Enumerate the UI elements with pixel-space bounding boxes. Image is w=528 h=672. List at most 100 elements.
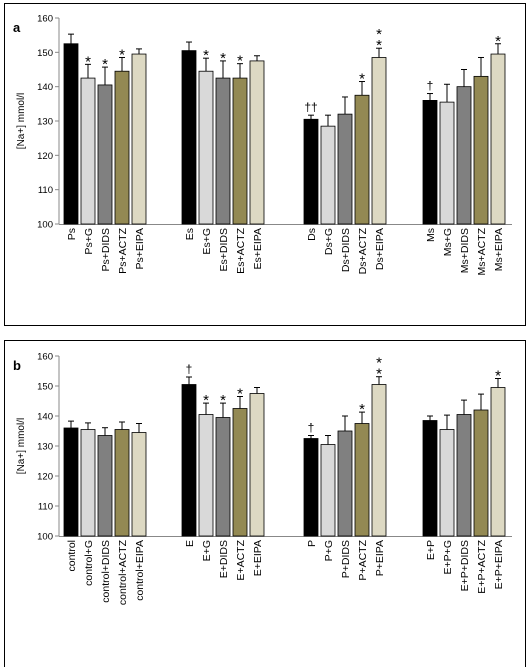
category-label: Es+EIPA bbox=[252, 228, 264, 270]
significance-asterisk: * bbox=[376, 37, 382, 54]
significance-asterisk: * bbox=[203, 392, 209, 409]
bar bbox=[473, 409, 489, 537]
category-label: Ps+ACTZ bbox=[117, 227, 129, 273]
bar bbox=[422, 420, 438, 537]
category-label: E+ACTZ bbox=[235, 539, 247, 580]
y-tick-label: 160 bbox=[37, 352, 53, 363]
category-label: Ds+ACTZ bbox=[357, 227, 369, 274]
significance-asterisk: * bbox=[203, 47, 209, 64]
category-label: control+ACTZ bbox=[117, 539, 129, 605]
category-label: E bbox=[184, 540, 196, 547]
panel-label: b bbox=[13, 358, 21, 373]
bar bbox=[181, 384, 197, 537]
y-tick-label: 150 bbox=[37, 382, 53, 393]
y-tick-label: 140 bbox=[37, 82, 53, 93]
significance-asterisk: * bbox=[495, 368, 501, 385]
bar bbox=[303, 118, 319, 225]
category-label: Ms+ACTZ bbox=[476, 227, 488, 275]
y-tick-label: 120 bbox=[37, 151, 53, 162]
bar bbox=[354, 94, 370, 225]
y-tick-label: 100 bbox=[37, 220, 53, 231]
bar bbox=[114, 429, 130, 537]
category-label: P+G bbox=[323, 540, 335, 561]
category-label: E+P+ACTZ bbox=[476, 539, 488, 593]
category-label: E+P+G bbox=[442, 540, 454, 574]
bar bbox=[337, 430, 353, 537]
category-label: Ms+DIDS bbox=[459, 228, 471, 273]
bar bbox=[490, 53, 506, 225]
bar bbox=[320, 125, 336, 225]
significance-asterisk: * bbox=[359, 71, 365, 88]
significance-asterisk: * bbox=[237, 53, 243, 70]
bar bbox=[354, 423, 370, 537]
bar bbox=[80, 429, 96, 537]
significance-asterisk: * bbox=[237, 386, 243, 403]
bar bbox=[456, 414, 472, 537]
category-label: E+P+DIDS bbox=[459, 540, 471, 591]
bar bbox=[198, 70, 214, 225]
y-tick-label: 130 bbox=[37, 442, 53, 453]
dagger-marker: †† bbox=[304, 100, 317, 114]
category-label: E+DIDS bbox=[218, 540, 230, 578]
category-label: Es bbox=[184, 228, 196, 240]
bar bbox=[473, 75, 489, 225]
y-tick-label: 150 bbox=[37, 48, 53, 59]
category-label: Es+G bbox=[201, 228, 213, 255]
category-label: Ms+G bbox=[442, 228, 454, 256]
dagger-marker: † bbox=[308, 421, 315, 435]
panel-label: a bbox=[13, 20, 21, 35]
y-tick-label: 110 bbox=[38, 502, 53, 513]
category-label: control+G bbox=[83, 540, 95, 586]
bar bbox=[215, 417, 231, 537]
category-label: E+P+EIPA bbox=[493, 540, 505, 589]
significance-asterisk: * bbox=[220, 392, 226, 409]
category-label: P+EIPA bbox=[374, 540, 386, 576]
bar bbox=[371, 57, 387, 225]
significance-asterisk: * bbox=[376, 26, 382, 43]
category-label: P+DIDS bbox=[340, 540, 352, 578]
bar bbox=[232, 77, 248, 225]
panel-frame bbox=[4, 3, 526, 326]
category-label: E+G bbox=[201, 540, 213, 561]
category-label: Es+DIDS bbox=[218, 228, 230, 271]
category-label: control+EIPA bbox=[134, 540, 146, 601]
bar bbox=[232, 408, 248, 537]
y-tick-label: 140 bbox=[37, 412, 53, 423]
bar bbox=[131, 432, 147, 537]
y-tick-label: 110 bbox=[38, 185, 53, 196]
bar bbox=[215, 77, 231, 225]
y-tick-label: 160 bbox=[37, 14, 53, 25]
y-tick-label: 130 bbox=[37, 117, 53, 128]
category-label: Ps+EIPA bbox=[134, 228, 146, 270]
significance-asterisk: * bbox=[376, 355, 382, 372]
category-label: Es+ACTZ bbox=[235, 227, 247, 273]
category-label: Ds+DIDS bbox=[340, 228, 352, 272]
bar bbox=[422, 100, 438, 225]
category-label: Ms bbox=[425, 228, 437, 242]
category-label: P bbox=[306, 540, 318, 547]
bar bbox=[181, 50, 197, 225]
significance-asterisk: * bbox=[102, 56, 108, 73]
bar bbox=[114, 70, 130, 225]
bar bbox=[320, 444, 336, 537]
significance-asterisk: * bbox=[495, 33, 501, 50]
category-label: control+DIDS bbox=[100, 540, 112, 603]
significance-asterisk: * bbox=[376, 366, 382, 383]
bar bbox=[371, 384, 387, 537]
bar bbox=[63, 43, 79, 225]
bar bbox=[490, 387, 506, 537]
category-label: Ms+EIPA bbox=[493, 228, 505, 271]
dagger-marker: † bbox=[427, 79, 434, 93]
bar bbox=[456, 86, 472, 225]
bar bbox=[131, 53, 147, 225]
bar bbox=[198, 414, 214, 537]
significance-asterisk: * bbox=[119, 46, 125, 63]
category-label: E+EIPA bbox=[252, 540, 264, 576]
significance-asterisk: * bbox=[220, 50, 226, 67]
significance-asterisk: * bbox=[359, 401, 365, 418]
bar bbox=[439, 429, 455, 537]
bar bbox=[249, 60, 265, 225]
bar bbox=[80, 77, 96, 225]
category-label: Ps+G bbox=[83, 228, 95, 255]
